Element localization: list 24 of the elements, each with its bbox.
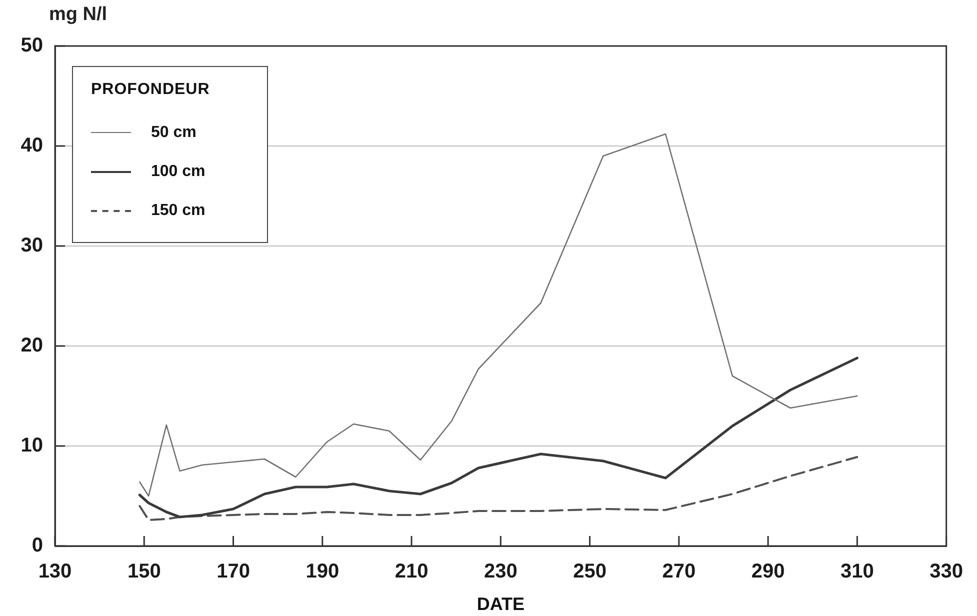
x-tick-label: 330 [930,560,964,583]
y-tick-label: 10 [20,434,43,457]
x-tick-label: 130 [38,560,72,583]
x-tick-label: 190 [306,560,340,583]
legend-label: 50 cm [151,124,196,142]
line-series [138,456,858,521]
y-tick-label: 0 [32,534,43,557]
y-tick-label: 50 [20,34,43,57]
legend-label: 150 cm [151,202,206,220]
y-tick-label: 20 [20,334,43,357]
y-tick-label: 40 [20,134,43,157]
x-axis-title: DATE [476,594,524,614]
x-tick-label: 230 [484,560,518,583]
y-axis-title: mg N/l [49,4,108,26]
legend-label: 100 cm [151,162,206,180]
y-tick-label: 30 [20,234,43,257]
legend-title: PROFONDEUR [91,81,211,99]
x-tick-label: 290 [751,560,785,583]
x-tick-label: 310 [840,560,874,583]
x-tick-label: 210 [394,560,428,583]
x-tick-label: 250 [573,560,606,583]
x-tick-label: 270 [662,560,696,583]
x-tick-label: 150 [127,560,161,583]
x-tick-label: 170 [216,560,250,583]
